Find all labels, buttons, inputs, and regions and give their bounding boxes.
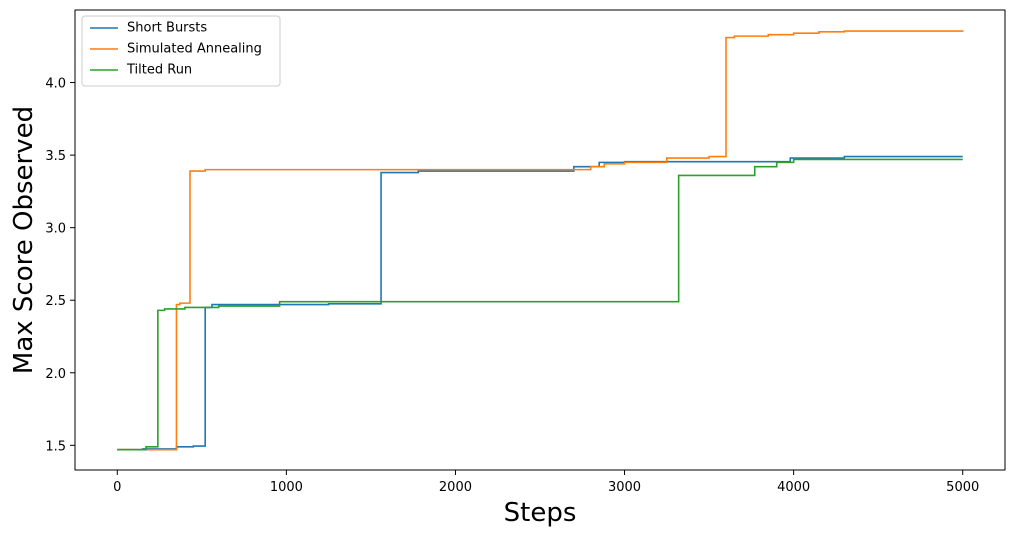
y-tick-label: 1.5 [45, 439, 66, 454]
x-tick-label: 4000 [777, 480, 810, 495]
legend: Short Bursts Simulated Annealing Tilted Ru… [81, 15, 281, 87]
y-axis-label: Max Score Observed [9, 106, 39, 374]
x-tick-label: 5000 [946, 480, 979, 495]
series-line [117, 158, 963, 451]
x-tick-label: 0 [113, 480, 121, 495]
series-line [117, 30, 964, 451]
y-tick-label: 2.0 [45, 367, 66, 382]
plot-frame [74, 9, 1006, 471]
x-axis-label: Steps [504, 498, 577, 528]
x-tick-label: 2000 [439, 480, 472, 495]
y-tick-label: 3.5 [45, 149, 66, 164]
series-line [117, 155, 963, 451]
y-tick-label: 4.0 [45, 77, 66, 92]
legend-box [81, 15, 281, 87]
y-tick-label: 2.5 [45, 294, 66, 309]
legend-label: Short Bursts [127, 21, 207, 36]
legend-label: Simulated Annealing [127, 42, 262, 57]
x-tick-label: 3000 [608, 480, 641, 495]
legend-label: Tilted Run [126, 63, 192, 78]
y-tick-label: 3.0 [45, 222, 66, 237]
x-tick-label: 1000 [270, 480, 303, 495]
